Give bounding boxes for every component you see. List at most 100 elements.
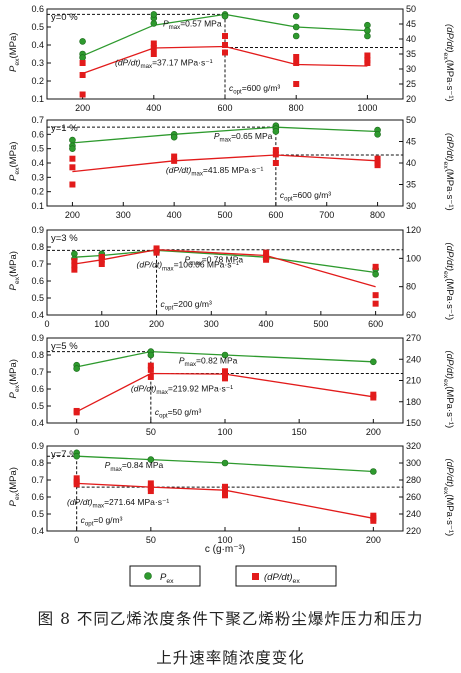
y-right-tick-label: 25 — [406, 79, 416, 89]
x-tick-label: 400 — [146, 103, 161, 113]
rate-max-annotation: (dP/dt)max=41.85 MPa·s⁻¹ — [166, 165, 264, 178]
x-tick-label: 300 — [116, 210, 131, 220]
rate-max-annotation: (dP/dt)max=106.06 MPa·s⁻¹ — [137, 260, 239, 273]
y-left-tick-label: 0.8 — [31, 242, 44, 252]
rate-data-point — [73, 481, 80, 488]
rate-data-point — [222, 375, 228, 382]
y-left-tick-label: 0.6 — [31, 492, 44, 502]
y-right-tick-label: 320 — [406, 441, 421, 451]
pex-series-line — [76, 455, 374, 473]
y-right-tick-label: 80 — [406, 282, 416, 292]
rate-max-annotation: (dP/dt)max=271.64 MPa·s⁻¹ — [67, 497, 169, 510]
x-tick-label: 50 — [146, 535, 156, 545]
rate-data-point — [150, 45, 157, 51]
copt-annotation: copt=50 g/m³ — [155, 407, 202, 420]
x-tick-label: 600 — [217, 103, 232, 113]
x-tick-label: 0 — [74, 427, 79, 437]
rate-series-line — [76, 372, 374, 413]
y-right-tick-label: 40 — [406, 34, 416, 44]
y-right-tick-label: 150 — [406, 418, 421, 428]
x-tick-label: 500 — [313, 319, 328, 329]
x-tick-label: 300 — [204, 319, 219, 329]
y-left-axis-title: Pex(MPa) — [8, 142, 21, 181]
y-left-tick-label: 0.6 — [31, 276, 44, 286]
pex-data-point — [292, 12, 300, 20]
y-left-tick-label: 0.6 — [31, 4, 44, 14]
y-left-tick-label: 0.3 — [31, 172, 44, 182]
rate-data-point — [222, 371, 228, 378]
pex-data-point — [79, 54, 86, 61]
rate-data-point — [364, 52, 371, 59]
y-left-tick-label: 0.9 — [31, 333, 44, 343]
y-right-tick-label: 300 — [406, 458, 421, 468]
y-left-tick-label: 0.5 — [31, 293, 44, 303]
rate-data-point — [222, 42, 228, 48]
pmax-annotation: Pmax=0.65 MPa — [214, 131, 273, 144]
rate-data-point — [364, 57, 371, 63]
pex-data-point — [221, 12, 229, 20]
x-axis-title: c (g·m⁻³) — [205, 544, 245, 555]
rate-data-point — [79, 72, 86, 78]
pmax-annotation: Pmax=0.82 MPa — [179, 356, 238, 369]
x-tick-label: 150 — [292, 535, 307, 545]
y-right-axis-title: (dP/dt)ex(MPa·s⁻¹) — [442, 351, 455, 429]
x-tick-label: 0 — [74, 535, 79, 545]
y-left-axis-title: Pex(MPa) — [8, 467, 21, 506]
y-right-tick-label: 280 — [406, 475, 421, 485]
x-tick-label: 100 — [217, 535, 232, 545]
y-right-tick-label: 50 — [406, 115, 416, 125]
x-tick-label: 1000 — [357, 103, 377, 113]
pex-data-point — [364, 32, 371, 40]
chart-panel-3: 0 100 200 300 400 500 600 0.4 0.5 0.6 0.7 0.8 0.9 60 8… — [31, 225, 421, 329]
rate-max-annotation: (dP/dt)max=219.92 MPa·s⁻¹ — [131, 383, 233, 396]
pex-data-point — [292, 23, 300, 31]
pex-data-point — [73, 365, 80, 372]
rate-data-point — [171, 157, 178, 164]
pmax-annotation: Pmax=0.57 MPa — [163, 18, 222, 31]
pex-data-point — [272, 128, 280, 135]
x-tick-label: 200 — [75, 103, 90, 113]
rate-data-point — [69, 155, 76, 162]
y-left-tick-label: 0.9 — [31, 225, 44, 235]
pex-data-point — [170, 133, 178, 141]
x-tick-label: 100 — [94, 319, 109, 329]
figure-caption-line-2: 上升速率随浓度变化 — [156, 649, 305, 667]
pex-data-point — [364, 27, 371, 34]
rate-data-point — [293, 60, 300, 66]
y-right-tick-label: 180 — [406, 397, 421, 407]
rate-data-point — [222, 483, 228, 490]
y-left-tick-label: 0.5 — [31, 401, 44, 411]
rate-data-point — [293, 54, 300, 60]
y-right-axis-title: (dP/dt)ex(MPa·s⁻¹) — [442, 243, 455, 321]
y-right-tick-label: 35 — [406, 180, 416, 190]
y-left-tick-label: 0.7 — [31, 259, 44, 269]
rate-data-point — [71, 266, 78, 273]
rate-series-line — [72, 154, 378, 173]
y-left-tick-label: 0.3 — [31, 58, 44, 68]
x-tick-label: 200 — [366, 535, 381, 545]
chart-panel-1: 200 400 600 800 1000 0.1 0.2 0.3 0.4 0.5 0.6 20 25 30… — [31, 4, 416, 113]
y-right-axis-title: (dP/dt)ex(MPa·s⁻¹) — [442, 459, 455, 537]
y-left-tick-label: 0.5 — [31, 509, 44, 519]
pex-data-point — [221, 459, 229, 467]
rate-data-point — [147, 366, 154, 373]
y-left-tick-label: 0.1 — [31, 201, 44, 211]
x-tick-label: 100 — [217, 427, 232, 437]
legend-rate-label: (dP/dt)ex — [264, 572, 300, 585]
pex-data-point — [147, 456, 155, 463]
y-right-tick-label: 30 — [406, 201, 416, 211]
rate-data-point — [147, 488, 154, 495]
y-right-tick-label: 45 — [406, 137, 416, 147]
legend-box-rate — [235, 565, 337, 587]
x-tick-label: 500 — [217, 210, 232, 220]
y-right-tick-label: 40 — [406, 158, 416, 168]
panel-label: y=3 % — [51, 233, 78, 244]
rate-data-point — [98, 256, 105, 263]
plot-frame — [46, 229, 404, 316]
rate-data-point — [73, 409, 80, 416]
x-tick-label: 800 — [370, 210, 385, 220]
rate-data-point — [222, 49, 228, 56]
rate-data-point — [293, 81, 300, 87]
y-right-tick-label: 240 — [406, 509, 421, 519]
pex-data-point — [370, 468, 377, 475]
